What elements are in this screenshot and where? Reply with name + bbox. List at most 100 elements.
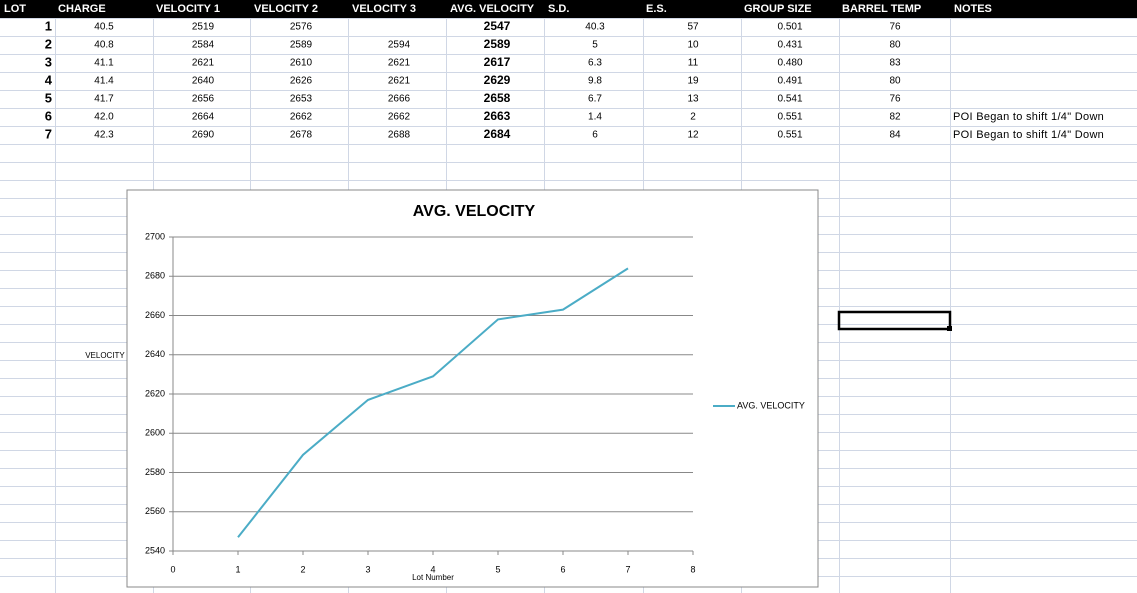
y-tick-label: 2560: [145, 506, 165, 516]
cell: 2594: [388, 40, 411, 51]
y-tick-label: 2660: [145, 310, 165, 320]
cell: 76: [889, 22, 901, 33]
cell: 2610: [290, 58, 313, 69]
y-tick-label: 2680: [145, 271, 165, 281]
cell: 84: [889, 130, 901, 141]
chart[interactable]: AVG. VELOCITY VELOCITY Lot Number 254025…: [85, 189, 819, 588]
cell: 2663: [484, 109, 511, 123]
cell: 0.480: [777, 58, 802, 69]
cell: 12: [687, 130, 699, 141]
cell: 6.3: [588, 58, 602, 69]
y-tick-label: 2620: [145, 388, 165, 398]
cell: 2688: [388, 130, 411, 141]
cell: 2678: [290, 130, 313, 141]
header-cell: LOT: [4, 3, 26, 15]
cell: 80: [889, 76, 901, 87]
cell: 2664: [192, 112, 215, 123]
cell: 2666: [388, 94, 411, 105]
x-tick-label: 4: [430, 564, 435, 574]
cell: 0.491: [777, 76, 802, 87]
header-cell: VELOCITY 3: [352, 3, 416, 15]
header-cell: NOTES: [954, 3, 992, 15]
cell: 2589: [290, 40, 313, 51]
x-tick-label: 3: [365, 564, 370, 574]
row-number: 6: [45, 108, 52, 123]
chart-area: [126, 189, 819, 588]
cell: 2653: [290, 94, 313, 105]
fill-handle[interactable]: [947, 326, 952, 331]
x-tick-label: 8: [690, 564, 695, 574]
row-number: 7: [45, 126, 52, 141]
cell: 2621: [192, 58, 215, 69]
x-axis-label: Lot Number: [412, 573, 454, 582]
cell: 0.551: [777, 112, 802, 123]
y-tick-label: 2540: [145, 545, 165, 555]
cell: 2662: [290, 112, 313, 123]
cell: 76: [889, 94, 901, 105]
cell: 42.0: [94, 112, 114, 123]
cell: 40.5: [94, 22, 114, 33]
cell: 2617: [484, 55, 511, 69]
x-tick-label: 5: [495, 564, 500, 574]
cell: 0.431: [777, 40, 802, 51]
cell: 41.1: [94, 58, 114, 69]
y-tick-label: 2640: [145, 349, 165, 359]
cell: 57: [687, 22, 699, 33]
x-tick-label: 0: [170, 564, 175, 574]
cell: 13: [687, 94, 699, 105]
header-cell: GROUP SIZE: [744, 3, 812, 15]
cell: 2629: [484, 73, 511, 87]
cells: LOT CHARGE VELOCITY 1 VELOCITY 2 VELOCITY 3 A…: [4, 3, 1104, 142]
legend-label: AVG. VELOCITY: [737, 400, 805, 410]
cell: 2656: [192, 94, 215, 105]
row-number: 1: [45, 18, 52, 33]
cell: 41.4: [94, 76, 114, 87]
cell: 5: [592, 40, 598, 51]
row-number: 3: [45, 54, 52, 69]
header-cell: VELOCITY 2: [254, 3, 318, 15]
y-tick-label: 2600: [145, 428, 165, 438]
cell: 2547: [484, 19, 511, 33]
cell: 2: [690, 112, 696, 123]
cell: 83: [889, 58, 901, 69]
cell: 2519: [192, 22, 215, 33]
cell: POI Began to shift 1/4" Down: [953, 111, 1104, 123]
row-number: 5: [45, 90, 52, 105]
cell: 42.3: [94, 130, 114, 141]
x-tick-label: 2: [300, 564, 305, 574]
cell: 19: [687, 76, 699, 87]
x-tick-label: 7: [625, 564, 630, 574]
header-cell: VELOCITY 1: [156, 3, 220, 15]
cell: 6: [592, 130, 598, 141]
cell: 2584: [192, 40, 215, 51]
y-axis-label: VELOCITY: [85, 351, 125, 360]
cell: 40.3: [585, 22, 605, 33]
cell: 2658: [484, 91, 511, 105]
y-tick-label: 2700: [145, 231, 165, 241]
cell: 41.7: [94, 94, 114, 105]
selected-cell[interactable]: [837, 310, 952, 331]
cell: 40.8: [94, 40, 114, 51]
cell: 2576: [290, 22, 313, 33]
cell: 0.551: [777, 130, 802, 141]
header-cell: CHARGE: [58, 3, 106, 15]
cell: 2626: [290, 76, 313, 87]
header-row: [0, 0, 1137, 18]
x-tick-label: 1: [235, 564, 240, 574]
cell: 2684: [484, 127, 511, 141]
y-tick-label: 2580: [145, 467, 165, 477]
header-cell: E.S.: [646, 3, 667, 15]
cell: 10: [687, 40, 699, 51]
cell: 2662: [388, 112, 411, 123]
cell: 0.541: [777, 94, 802, 105]
cell: 0.501: [777, 22, 802, 33]
series-line: [237, 267, 629, 538]
chart-title: AVG. VELOCITY: [413, 203, 536, 220]
cell: 2621: [388, 76, 411, 87]
header-cell: BARREL TEMP: [842, 3, 921, 15]
cell: 6.7: [588, 94, 602, 105]
cell: POI Began to shift 1/4" Down: [953, 129, 1104, 141]
cell: 1.4: [588, 112, 602, 123]
